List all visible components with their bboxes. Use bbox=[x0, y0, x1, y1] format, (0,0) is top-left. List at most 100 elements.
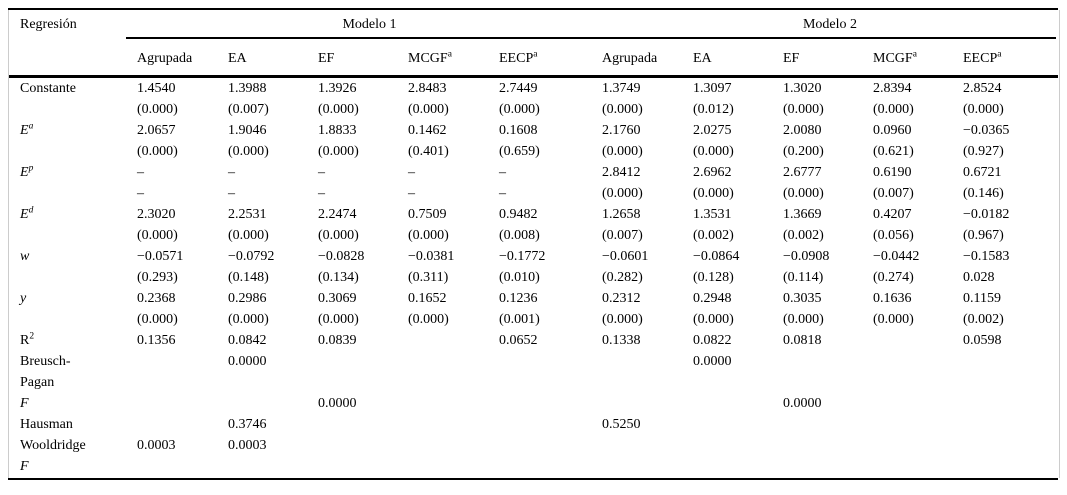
label-text: Breusch- bbox=[20, 354, 71, 369]
column-header-row: Agrupada EA EF MCGFa EECPa Agrupada EA EF MCGFa E… bbox=[8, 38, 1058, 78]
p-value: (0.148) bbox=[228, 270, 269, 285]
footnote-marker: a bbox=[912, 48, 917, 59]
p-value: (0.200) bbox=[783, 144, 824, 159]
cell-wooldridge-f-col10 bbox=[963, 435, 1058, 477]
column-header-spacer bbox=[8, 38, 137, 78]
p-value: (0.000) bbox=[963, 102, 1004, 117]
cell-e-a-col7: 2.0275 (0.000) bbox=[693, 120, 783, 162]
model2-header: Modelo 2 bbox=[802, 16, 858, 32]
column-header-text: MCGF bbox=[408, 50, 448, 66]
label-text: y bbox=[20, 291, 27, 306]
cell-breusch-pagan-col2: 0.0000 bbox=[228, 351, 318, 393]
cell-y-col8: 0.3035 (0.000) bbox=[783, 288, 873, 330]
coefficient-value: −0.0442 bbox=[873, 249, 920, 264]
cell-hausman-col4 bbox=[408, 414, 499, 435]
cell-w-col10: −0.1583 0.028 bbox=[963, 246, 1058, 288]
coefficient-value: 0.0003 bbox=[228, 438, 267, 453]
p-value: (0.000) bbox=[693, 312, 734, 327]
label-text: Constante bbox=[20, 81, 76, 96]
row-label-f: F bbox=[8, 393, 137, 414]
row-label-line1: F bbox=[20, 393, 137, 414]
coefficient-value: 2.6777 bbox=[783, 165, 822, 180]
coefficient-value: 0.6721 bbox=[963, 165, 1002, 180]
table-row-e-p: Ep – – – – – – – – – –2.8412 (0.000) 2.6962 (0.000) 2.… bbox=[8, 162, 1058, 204]
cell-breusch-pagan-col5 bbox=[499, 351, 602, 393]
p-value: (0.000) bbox=[408, 312, 449, 327]
cell-e-d-col8: 1.3669 (0.002) bbox=[783, 204, 873, 246]
cell-e-d-col5: 0.9482 (0.008) bbox=[499, 204, 602, 246]
coefficient-value: 0.0003 bbox=[137, 438, 176, 453]
table-row-e-d: Ed 2.3020 (0.000) 2.2531 (0.000) 2.2474 (0.000… bbox=[8, 204, 1058, 246]
coefficient-value: 0.2368 bbox=[137, 291, 176, 306]
p-value: (0.000) bbox=[602, 144, 643, 159]
p-value: – bbox=[499, 186, 506, 201]
header-bottom-rule bbox=[8, 75, 1058, 78]
label-text: d bbox=[28, 205, 34, 216]
cell-r2-col9 bbox=[873, 330, 963, 351]
p-value: (0.007) bbox=[228, 102, 269, 117]
cell-e-p-col5: – – bbox=[499, 162, 602, 204]
p-value: (0.002) bbox=[693, 228, 734, 243]
p-value: (0.000) bbox=[693, 186, 734, 201]
cell-hausman-col2: 0.3746 bbox=[228, 414, 318, 435]
cell-e-d-col3: 2.2474 (0.000) bbox=[318, 204, 408, 246]
cell-constante-col8: 1.3020 (0.000) bbox=[783, 78, 873, 120]
cell-y-col2: 0.2986 (0.000) bbox=[228, 288, 318, 330]
coefficient-value: 0.0000 bbox=[318, 396, 357, 411]
p-value: (0.000) bbox=[783, 102, 824, 117]
p-value: (0.000) bbox=[228, 312, 269, 327]
cell-f-col7 bbox=[693, 393, 783, 414]
coefficient-value: 0.1356 bbox=[137, 333, 176, 348]
p-value: (0.000) bbox=[783, 186, 824, 201]
coefficient-value: – bbox=[137, 165, 144, 180]
column-header-text: EF bbox=[318, 50, 335, 66]
table-row-e-a: Ea 2.0657 (0.000) 1.9046 (0.000) 1.8833 (0.000… bbox=[8, 120, 1058, 162]
p-value: (0.010) bbox=[499, 270, 540, 285]
cell-w-col1: −0.0571 (0.293) bbox=[137, 246, 228, 288]
cell-f-col4 bbox=[408, 393, 499, 414]
cell-r2-col2: 0.0842 bbox=[228, 330, 318, 351]
cell-breusch-pagan-col9 bbox=[873, 351, 963, 393]
cell-e-d-col7: 1.3531 (0.002) bbox=[693, 204, 783, 246]
cell-f-col9 bbox=[873, 393, 963, 414]
label-text: Hausman bbox=[20, 417, 73, 432]
label-text: R bbox=[20, 333, 30, 348]
cell-r2-col1: 0.1356 bbox=[137, 330, 228, 351]
p-value: (0.000) bbox=[137, 228, 178, 243]
cell-e-p-col10: 0.6721 (0.146) bbox=[963, 162, 1058, 204]
row-label-line1: Ea bbox=[20, 120, 137, 141]
coefficient-value: 0.6190 bbox=[873, 165, 912, 180]
cell-r2-col8: 0.0818 bbox=[783, 330, 873, 351]
footnote-marker: a bbox=[447, 48, 452, 59]
coefficient-value: 0.1338 bbox=[602, 333, 641, 348]
p-value: (0.000) bbox=[873, 312, 914, 327]
cell-constante-col9: 2.8394 (0.000) bbox=[873, 78, 963, 120]
p-value: (0.134) bbox=[318, 270, 359, 285]
label-text: E bbox=[20, 207, 29, 222]
footnote-marker: a bbox=[533, 48, 538, 59]
cell-breusch-pagan-col3 bbox=[318, 351, 408, 393]
cell-w-col8: −0.0908 (0.114) bbox=[783, 246, 873, 288]
coefficient-value: – bbox=[408, 165, 415, 180]
p-value: (0.000) bbox=[602, 312, 643, 327]
coefficient-value: 1.4540 bbox=[137, 81, 176, 96]
cell-w-col6: −0.0601 (0.282) bbox=[602, 246, 693, 288]
p-value: – bbox=[318, 186, 325, 201]
cell-e-p-col2: – – bbox=[228, 162, 318, 204]
cell-e-p-col7: 2.6962 (0.000) bbox=[693, 162, 783, 204]
coefficient-value: −0.0908 bbox=[783, 249, 830, 264]
coefficient-value: 2.0080 bbox=[783, 123, 822, 138]
p-value: (0.012) bbox=[693, 102, 734, 117]
column-header-mcgf-m2: MCGFa bbox=[873, 38, 963, 78]
p-value: (0.007) bbox=[602, 228, 643, 243]
cell-e-a-col6: 2.1760 (0.000) bbox=[602, 120, 693, 162]
cell-constante-col4: 2.8483 (0.000) bbox=[408, 78, 499, 120]
coefficient-value: – bbox=[228, 165, 235, 180]
coefficient-value: −0.1583 bbox=[963, 249, 1010, 264]
cell-hausman-col7 bbox=[693, 414, 783, 435]
p-value: (0.000) bbox=[408, 102, 449, 117]
coefficient-value: −0.0864 bbox=[693, 249, 740, 264]
coefficient-value: 0.2986 bbox=[228, 291, 267, 306]
p-value: (0.008) bbox=[499, 228, 540, 243]
coefficient-value: 2.7449 bbox=[499, 81, 538, 96]
